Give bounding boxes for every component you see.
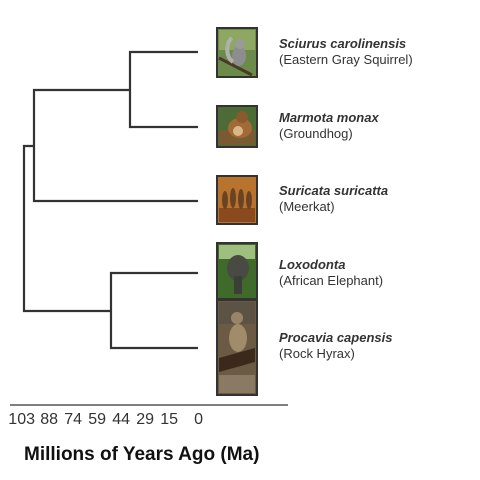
axis-tick-label: 0 (194, 411, 203, 428)
common-name: (Groundhog) (279, 126, 353, 141)
taxon-label-elephant: Loxodonta (African Elephant) (279, 257, 474, 289)
groundhog-picture (216, 105, 258, 148)
axis-tick-label: 103 (8, 411, 35, 428)
scientific-name: Suricata suricatta (279, 183, 389, 198)
meerkats-picture (216, 175, 258, 225)
scientific-name: Marmota monax (279, 110, 379, 125)
common-name: (Meerkat) (279, 199, 335, 214)
common-name: (Rock Hyrax) (279, 346, 355, 361)
time-axis: 103 88 74 59 44 29 15 0 (8, 404, 288, 428)
branch-root (22, 144, 111, 313)
scientific-name: Loxodonta (279, 257, 346, 272)
scientific-name: Procavia capensis (279, 330, 393, 345)
axis-tick-label: 15 (160, 411, 178, 428)
axis-ticks: 103 88 74 59 44 29 15 0 (8, 411, 203, 428)
scientific-name: Sciurus carolinensis (279, 36, 407, 51)
taxon-label-squirrel: Sciurus carolinensis (Eastern Gray Squir… (279, 36, 474, 68)
axis-tick-label: 29 (136, 411, 154, 428)
taxon-label-meerkat: Suricata suricatta (Meerkat) (279, 183, 474, 215)
axis-tick-label: 59 (88, 411, 106, 428)
branch-sciurid-meerkat (32, 88, 198, 203)
common-name: (African Elephant) (279, 273, 384, 288)
elephant-picture (216, 242, 258, 300)
branch-squirrel-groundhog (128, 50, 198, 129)
taxon-label-hyrax: Procavia capensis (Rock Hyrax) (279, 330, 474, 362)
taxon-label-groundhog: Marmota monax (Groundhog) (279, 110, 474, 142)
tree-branches (22, 50, 198, 350)
rock-hyrax-picture (216, 299, 258, 396)
gray-squirrel-picture (216, 27, 258, 78)
axis-tick-label: 44 (112, 411, 130, 428)
axis-title: Millions of Years Ago (Ma) (24, 444, 260, 465)
axis-tick-label: 74 (64, 411, 82, 428)
common-name: (Eastern Gray Squirrel) (279, 52, 413, 67)
branch-elephant-hyrax (109, 271, 198, 350)
axis-tick-label: 88 (40, 411, 58, 428)
